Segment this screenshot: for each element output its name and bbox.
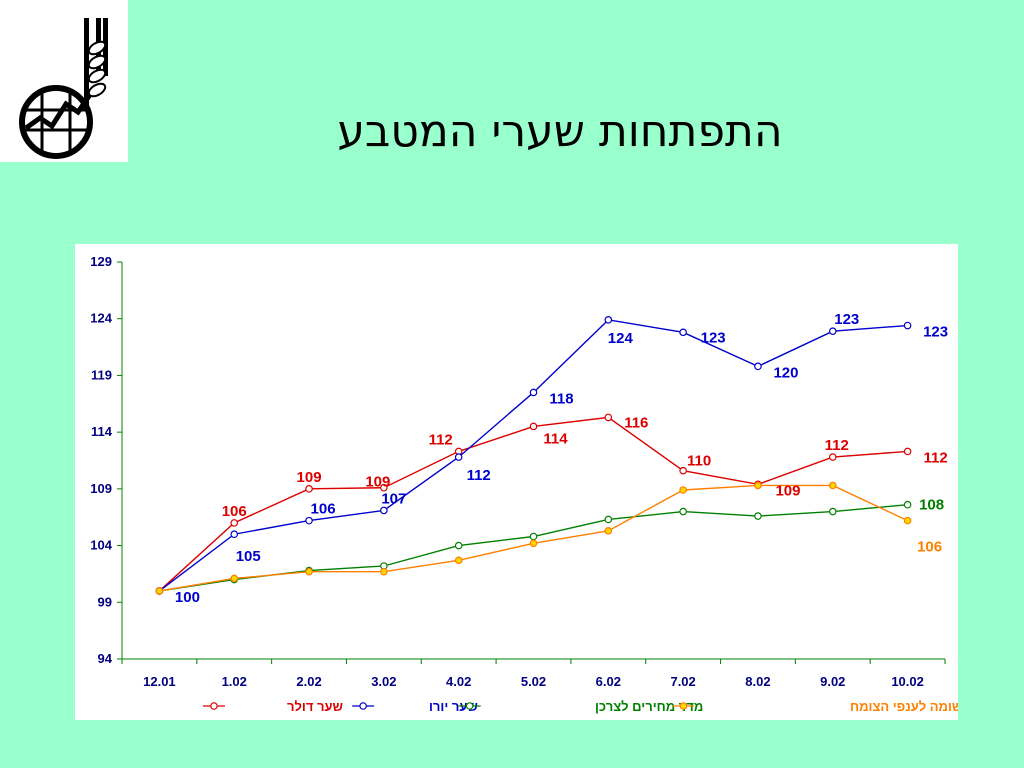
data-point: [903, 516, 912, 525]
data-point: [604, 527, 613, 535]
data-point: [679, 486, 687, 494]
x-tick-label: 4.02: [446, 674, 471, 689]
data-point: [380, 506, 388, 515]
data-label: 108: [919, 497, 944, 514]
legend-marker: [210, 702, 218, 710]
data-label: 114: [543, 430, 568, 447]
legend-marker: [465, 702, 474, 710]
x-tick-label: 10.02: [891, 674, 924, 689]
data-label: 107: [381, 490, 406, 507]
data-point: [454, 453, 463, 461]
legend-marker: [679, 702, 688, 710]
y-tick-label: 94: [98, 651, 113, 666]
data-point: [604, 316, 613, 324]
x-tick-label: 9.02: [820, 674, 845, 689]
data-point: [529, 539, 538, 548]
data-label: 105: [236, 548, 261, 565]
logo-box: [0, 0, 128, 162]
data-point: [903, 500, 912, 509]
data-label: 112: [825, 437, 849, 454]
legend-label: שער דולר: [287, 699, 343, 714]
data-label: 110: [687, 453, 711, 470]
x-tick-label: 12.01: [143, 674, 176, 689]
x-tick-label: 5.02: [521, 674, 546, 689]
chart-panel: 94 99 104 109 114 119 124 129 12.01 1.02 2.02 3.02 4…: [75, 244, 958, 720]
y-tick-label: 99: [98, 594, 112, 609]
data-label: 123: [923, 324, 948, 341]
data-label: 124: [608, 330, 634, 347]
data-point: [828, 481, 837, 490]
legend-label: שער יורו: [429, 699, 478, 714]
data-label: 100: [175, 589, 200, 606]
data-label: 123: [701, 329, 726, 346]
data-point: [305, 485, 313, 493]
y-tick-label: 109: [90, 481, 112, 496]
data-label: 120: [773, 364, 798, 381]
data-point: [903, 321, 912, 330]
data-point: [903, 447, 912, 456]
data-point: [679, 328, 687, 337]
data-point: [155, 587, 164, 595]
x-tick-label: 7.02: [670, 674, 695, 689]
x-tick-label: 2.02: [296, 674, 321, 689]
data-point: [828, 453, 837, 461]
series-line: [159, 504, 908, 592]
legend-label: מדד מחירים לצרכן: [595, 699, 703, 714]
y-tick-label: 124: [90, 311, 112, 326]
data-point: [230, 574, 239, 583]
data-label: 106: [917, 539, 942, 556]
series-line: [158, 319, 908, 592]
slide-title: התפתחות שערי המטבע: [337, 106, 783, 157]
data-label: 112: [923, 449, 947, 466]
data-point: [754, 362, 762, 371]
data-point: [604, 515, 613, 524]
data-label: 112: [467, 467, 491, 484]
data-label: 109: [775, 482, 800, 499]
data-point: [679, 507, 687, 516]
x-tick-label: 3.02: [371, 674, 396, 689]
data-point: [828, 327, 837, 335]
y-tick-label: 114: [91, 424, 113, 439]
data-label: 109: [365, 474, 390, 491]
data-label: 123: [834, 311, 859, 328]
data-point: [230, 519, 239, 527]
data-label: 109: [297, 469, 322, 486]
x-tick-label: 6.02: [596, 674, 621, 689]
data-label: 106: [311, 501, 336, 518]
line-chart: 94 99 104 109 114 119 124 129 12.01 1.02 2.02 3.02 4…: [90, 254, 958, 714]
data-point: [529, 422, 538, 431]
data-point: [454, 556, 463, 565]
data-point: [380, 567, 388, 576]
legend-marker: [359, 702, 367, 710]
data-point: [754, 481, 762, 490]
data-point: [679, 466, 687, 475]
data-point: [380, 483, 388, 492]
data-label: 116: [624, 414, 648, 431]
data-label: 112: [429, 431, 453, 448]
data-label: 106: [222, 503, 247, 520]
data-point: [529, 532, 538, 541]
data-point: [529, 388, 538, 397]
wheat-globe-logo-icon: [19, 18, 108, 159]
data-point: [305, 567, 313, 576]
y-tick-label: 104: [90, 538, 112, 553]
y-tick-label: 129: [90, 254, 112, 269]
legend-label: מדד תשומה לענפי הצומח: [850, 699, 958, 714]
data-label: 118: [549, 390, 573, 407]
x-tick-label: 1.02: [222, 674, 247, 689]
y-tick-label: 119: [91, 367, 112, 382]
data-point: [604, 413, 613, 422]
data-point: [828, 507, 837, 516]
x-tick-label: 8.02: [745, 674, 770, 689]
data-point: [305, 516, 313, 525]
data-point: [230, 530, 239, 539]
data-point: [454, 541, 463, 550]
data-point: [754, 512, 762, 520]
series-line: [158, 416, 908, 592]
